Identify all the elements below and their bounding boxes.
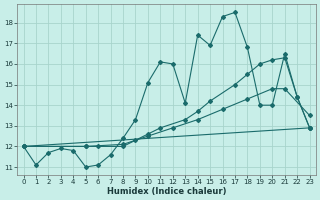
- X-axis label: Humidex (Indice chaleur): Humidex (Indice chaleur): [107, 187, 226, 196]
